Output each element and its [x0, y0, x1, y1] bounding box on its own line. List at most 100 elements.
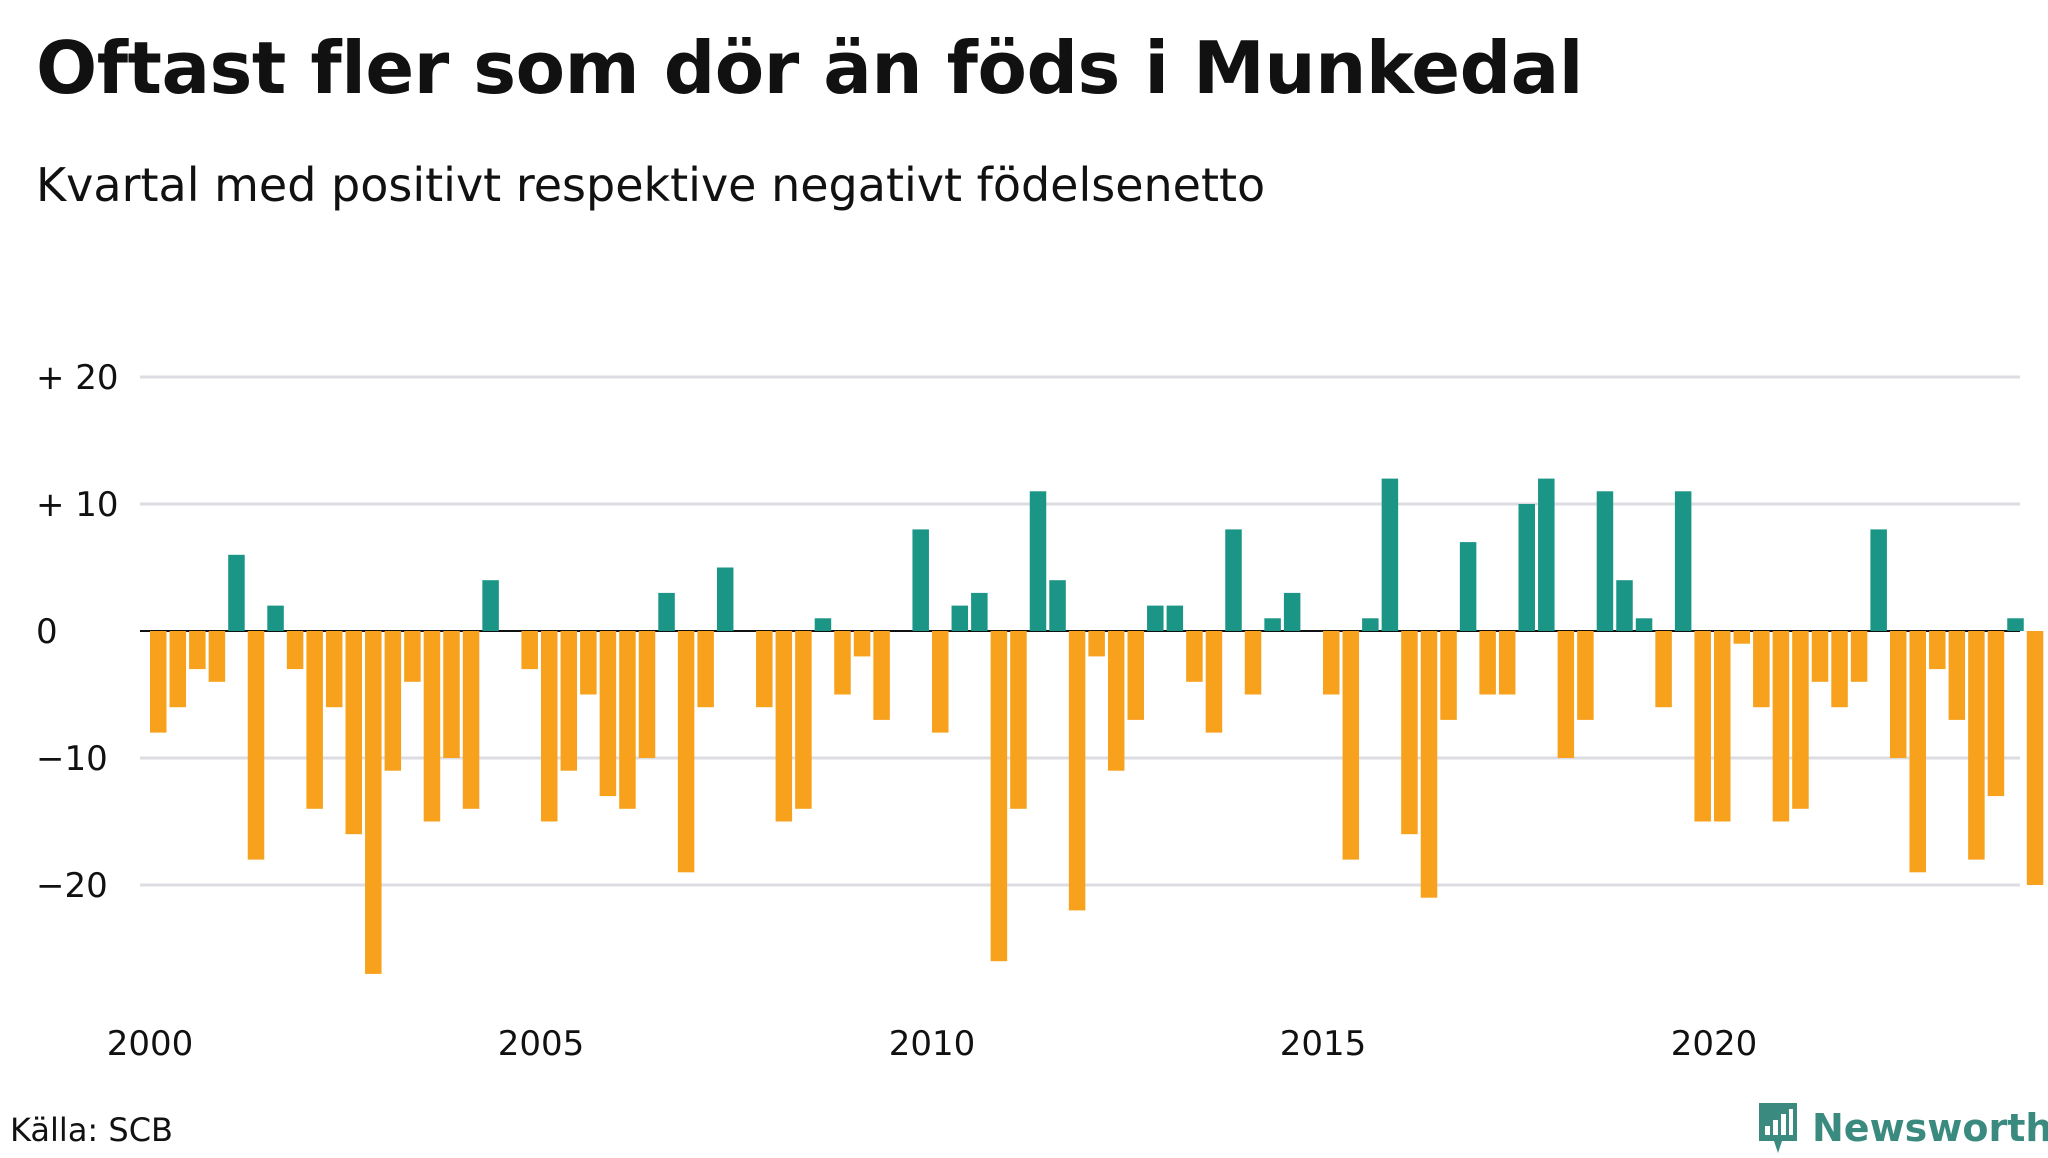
- bar: [677, 631, 695, 873]
- bar: [521, 631, 538, 670]
- bar: [1968, 631, 1985, 860]
- bar: [1577, 631, 1594, 720]
- bar: [1635, 618, 1653, 631]
- bar: [1088, 631, 1105, 657]
- bar: [1362, 618, 1379, 631]
- bar: [325, 631, 343, 708]
- bar: [1792, 631, 1809, 809]
- chart-subtitle: Kvartal med positivt respektive negativt…: [36, 158, 1266, 212]
- bar: [208, 631, 226, 682]
- bar: [1147, 605, 1164, 631]
- bar: [1889, 631, 1907, 758]
- bar: [1166, 605, 1184, 631]
- x-tick-label: 2005: [498, 1024, 585, 1064]
- bar: [1733, 631, 1751, 644]
- newsworthy-logo-icon: [1759, 1103, 1797, 1153]
- bar: [912, 529, 929, 631]
- bar: [462, 631, 480, 809]
- bar: [1459, 542, 1477, 631]
- bar: [384, 631, 402, 771]
- bar: [1538, 478, 1555, 631]
- bar: [1381, 478, 1399, 631]
- bar: [1205, 631, 1223, 733]
- bar: [814, 618, 832, 631]
- bar: [267, 605, 284, 631]
- bar: [1929, 631, 1946, 670]
- bar: [247, 631, 265, 860]
- y-tick-label: 0: [36, 612, 58, 652]
- bar: [1772, 631, 1790, 822]
- y-tick-label: + 10: [36, 485, 119, 525]
- bar: [932, 631, 949, 733]
- y-tick-label: −10: [36, 739, 108, 779]
- bar: [1186, 631, 1203, 682]
- bar: [1694, 631, 1711, 822]
- bar: [1029, 491, 1047, 631]
- bar: [1401, 631, 1418, 835]
- bar: [1107, 631, 1125, 771]
- bar: [1283, 592, 1301, 631]
- bar: [990, 631, 1008, 962]
- bar: [150, 631, 167, 733]
- bar: [1616, 580, 1633, 631]
- bar: [1440, 631, 1457, 720]
- bar: [286, 631, 304, 670]
- bar: [482, 580, 499, 631]
- bar: [541, 631, 558, 822]
- bar: [1909, 631, 1926, 873]
- y-tick-label: −20: [36, 866, 108, 906]
- bar: [1557, 631, 1575, 758]
- bar: [775, 631, 793, 822]
- bar: [1753, 631, 1770, 708]
- x-tick-label: 2000: [107, 1024, 194, 1064]
- bar: [2007, 618, 2024, 631]
- bar: [404, 631, 421, 682]
- brand: Newsworthy: [1756, 1098, 2048, 1158]
- bar: [1264, 618, 1281, 631]
- bar: [1655, 631, 1672, 708]
- bar: [697, 631, 714, 708]
- bar: [971, 592, 988, 631]
- bar: [1049, 580, 1066, 631]
- bar: [2026, 631, 2044, 885]
- bar: [873, 631, 890, 720]
- y-tick-label: + 20: [36, 358, 119, 398]
- bar: [1323, 631, 1340, 695]
- bar: [1811, 631, 1829, 682]
- bar: [599, 631, 617, 797]
- x-tick-label: 2020: [1671, 1024, 1758, 1064]
- bar: [560, 631, 578, 771]
- bar: [580, 631, 597, 695]
- bars: [150, 478, 2044, 974]
- bar: [1850, 631, 1868, 682]
- bar: [1870, 529, 1887, 631]
- bar: [619, 631, 636, 809]
- bar: [1068, 631, 1086, 911]
- bar: [1674, 491, 1692, 631]
- bar: [638, 631, 656, 758]
- bar: [1010, 631, 1027, 809]
- bar: [1420, 631, 1438, 898]
- bar: [834, 631, 851, 695]
- bar: [795, 631, 812, 809]
- bar: [951, 605, 969, 631]
- bar: [365, 631, 382, 974]
- x-tick-label: 2010: [889, 1024, 976, 1064]
- bar: [1518, 504, 1535, 631]
- bar: [189, 631, 206, 670]
- bar: [423, 631, 441, 822]
- bar: [306, 631, 323, 809]
- bar: [1987, 631, 2005, 797]
- bar: [1244, 631, 1262, 695]
- bar: [658, 592, 675, 631]
- bar: [1342, 631, 1360, 860]
- bar: [1831, 631, 1848, 708]
- bar: [1714, 631, 1731, 822]
- bar: [1127, 631, 1144, 720]
- bar: [228, 554, 245, 631]
- bar: [443, 631, 460, 758]
- bar: [345, 631, 362, 835]
- bar: [1479, 631, 1496, 695]
- bar: [1948, 631, 1966, 720]
